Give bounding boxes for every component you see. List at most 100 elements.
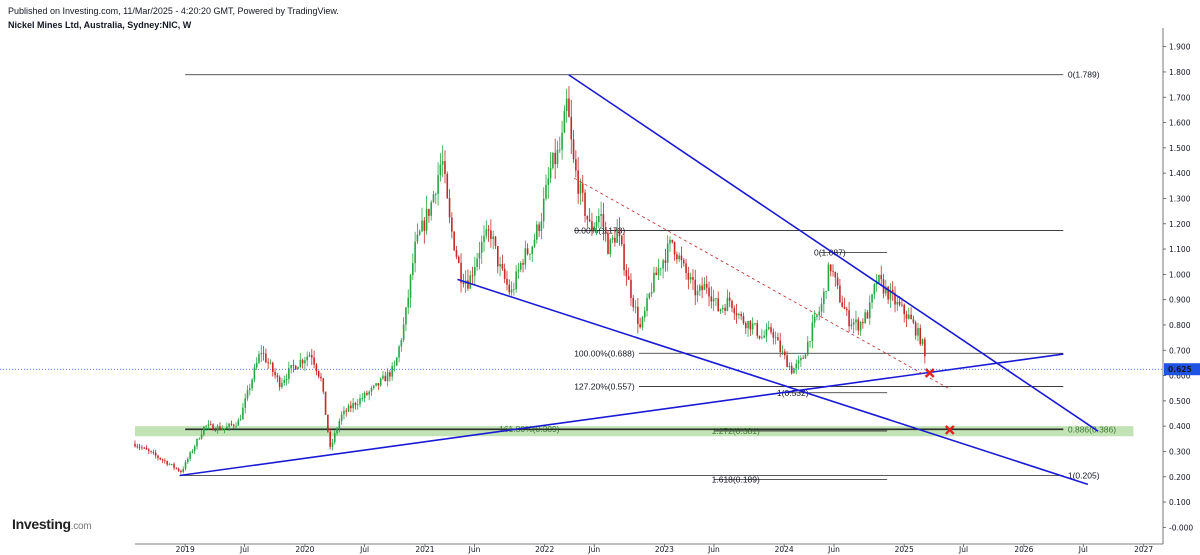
candle xyxy=(549,152,552,184)
candle-body xyxy=(614,237,616,243)
candle xyxy=(600,201,602,230)
candle-body xyxy=(623,244,625,271)
candle-body xyxy=(772,332,775,338)
candle-body xyxy=(306,356,309,361)
candle xyxy=(825,290,827,300)
candle-body xyxy=(722,307,724,310)
candle xyxy=(625,264,628,286)
candle-body xyxy=(338,421,341,429)
candle-body xyxy=(299,360,302,367)
candle-body xyxy=(421,220,423,232)
candle-body xyxy=(533,239,536,247)
candle-body xyxy=(434,194,437,195)
candle xyxy=(517,263,520,279)
candle-body xyxy=(455,250,458,257)
candle-body xyxy=(620,235,623,245)
candle xyxy=(813,310,816,328)
candle xyxy=(657,258,660,281)
candle-body xyxy=(829,264,832,272)
candle-body xyxy=(827,264,830,292)
candle xyxy=(742,312,745,326)
candle-body xyxy=(662,260,664,269)
candle xyxy=(646,293,648,317)
candle-body xyxy=(145,447,148,450)
candle-body xyxy=(352,403,354,409)
candle-body xyxy=(308,355,311,357)
candle-body xyxy=(781,351,784,353)
candle-body xyxy=(138,446,141,448)
candle-body xyxy=(251,379,253,389)
candle-body xyxy=(448,198,451,218)
candle-body xyxy=(660,268,662,270)
candle-body xyxy=(618,229,621,236)
candle-body xyxy=(152,451,155,453)
candle xyxy=(501,254,504,272)
candle-body xyxy=(774,337,777,339)
candle xyxy=(258,350,260,365)
candle-body xyxy=(790,365,793,374)
candle xyxy=(430,200,432,221)
candle xyxy=(297,366,299,370)
candle-body xyxy=(221,429,224,430)
candle xyxy=(788,362,791,370)
candle xyxy=(384,371,387,382)
candle-body xyxy=(265,353,267,363)
candle xyxy=(395,356,398,366)
x-tick-label: 2021 xyxy=(415,545,434,554)
candle-body xyxy=(726,297,729,311)
candle-body xyxy=(384,375,387,382)
candle xyxy=(315,362,318,376)
candle-body xyxy=(625,270,628,277)
candle-body xyxy=(749,320,752,330)
candle-body xyxy=(685,263,687,273)
y-tick-label: 1.700 xyxy=(1169,93,1191,102)
candle-body xyxy=(274,371,276,376)
candle xyxy=(379,377,382,387)
candle-body xyxy=(423,220,426,231)
candle-body xyxy=(570,116,573,140)
candle xyxy=(641,315,644,331)
candle-body xyxy=(719,309,722,311)
candle xyxy=(905,310,908,328)
candle xyxy=(793,367,795,374)
candle-body xyxy=(804,354,807,359)
candle xyxy=(232,423,235,429)
x-tick-label: 2022 xyxy=(535,545,554,554)
candle xyxy=(903,303,905,323)
candle-body xyxy=(894,293,896,305)
candle xyxy=(731,299,733,313)
candle xyxy=(428,208,430,223)
candle xyxy=(359,394,361,408)
x-tick-label: Jun xyxy=(468,545,481,554)
candle xyxy=(664,249,667,272)
candle-body xyxy=(538,224,540,231)
candle xyxy=(627,267,630,280)
candle-body xyxy=(331,442,334,447)
candle xyxy=(405,306,407,332)
x-tick-label: 2023 xyxy=(655,545,674,554)
candle xyxy=(529,253,531,260)
x-tick-label: 2027 xyxy=(1134,545,1153,554)
candle-body xyxy=(901,304,903,306)
candle xyxy=(418,229,421,237)
candle-body xyxy=(219,426,221,430)
candle-body xyxy=(595,222,598,227)
candle-body xyxy=(604,227,607,234)
candle xyxy=(434,192,437,204)
candle xyxy=(292,359,295,373)
candle xyxy=(350,400,352,413)
candle xyxy=(336,427,338,436)
candle xyxy=(207,420,210,430)
candle-body xyxy=(517,269,520,272)
y-tick-label: 1.400 xyxy=(1169,169,1191,178)
candle-body xyxy=(313,357,315,365)
candle-body xyxy=(476,258,478,268)
candle xyxy=(311,348,313,366)
candle-body xyxy=(212,424,214,431)
candle-body xyxy=(402,324,405,340)
candle xyxy=(276,372,279,383)
candle xyxy=(347,403,350,413)
candle xyxy=(747,320,749,337)
candle xyxy=(471,266,474,285)
